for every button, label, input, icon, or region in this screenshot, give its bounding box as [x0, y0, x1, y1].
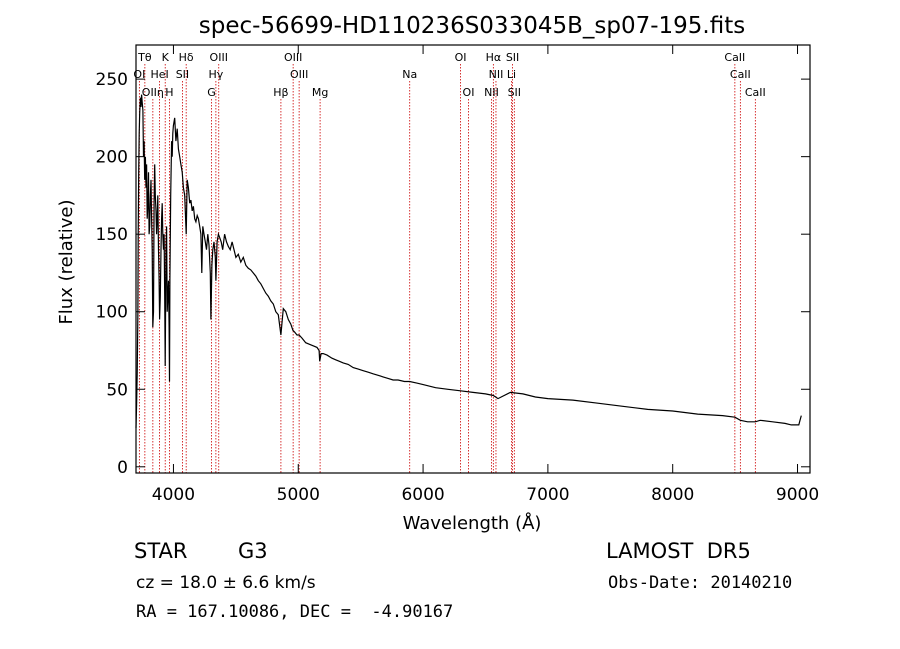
line-marker-labels: Tθ K Hδ OIII OIII OI Hα SII CaII OI HeI SII Hγ OIII Na…	[133, 51, 765, 99]
x-tick-label: 5000	[277, 485, 320, 505]
class-label: STAR	[134, 539, 188, 563]
chart-title: spec-56699-HD110236S033045B_sp07-195.fit…	[199, 13, 745, 39]
y-tick-label: 250	[96, 70, 128, 90]
line-marker-label: Mg	[312, 86, 328, 99]
spectrum-line	[135, 94, 802, 429]
line-marker-label: Li	[507, 68, 516, 81]
obs-date-text: Obs-Date: 20140210	[608, 573, 793, 593]
line-marker-label: OIIη	[142, 86, 164, 99]
line-marker-label: CaII	[730, 68, 751, 81]
line-markers	[138, 64, 756, 473]
line-marker-label: Na	[402, 68, 417, 81]
line-marker-label: G	[207, 86, 216, 99]
line-marker-label: CaII	[745, 86, 766, 99]
line-marker-label: OI	[455, 51, 467, 64]
line-marker-label: Hα	[486, 51, 502, 64]
line-marker-label: OIII	[284, 51, 302, 64]
y-tick-label: 150	[96, 225, 128, 245]
y-tick-label: 200	[96, 148, 128, 168]
line-marker-label: OIII	[210, 51, 228, 64]
x-tick-label: 8000	[651, 485, 694, 505]
subclass-label: G3	[238, 539, 268, 563]
x-tick-label: 4000	[152, 485, 195, 505]
line-marker-label: NII	[489, 68, 504, 81]
plot-frame	[135, 44, 811, 474]
line-marker-label: Hβ	[273, 86, 288, 99]
x-tick-label: 9000	[776, 485, 819, 505]
line-marker-label: OI	[463, 86, 475, 99]
y-tick-label: 100	[96, 303, 128, 323]
x-axis-label: Wavelength (Å)	[403, 512, 542, 534]
x-axis-ticks: 4000 5000 6000 7000 8000 9000	[152, 45, 819, 505]
line-marker-label: CaII	[724, 51, 745, 64]
x-tick-label: 6000	[401, 485, 444, 505]
line-marker-label: OI	[133, 68, 145, 81]
line-marker-label: K	[162, 51, 170, 64]
y-tick-label: 50	[106, 380, 128, 400]
line-marker-label: SII	[508, 86, 521, 99]
line-marker-label: OIII	[290, 68, 308, 81]
survey-label: LAMOST DR5	[606, 539, 751, 563]
line-marker-label: NII	[484, 86, 499, 99]
line-marker-label: Hγ	[208, 68, 223, 81]
line-marker-label: HeI	[150, 68, 168, 81]
y-axis-ticks: 0 50 100 150 200 250	[96, 70, 810, 478]
coordinates-text: RA = 167.10086, DEC = -4.90167	[136, 602, 454, 622]
line-marker-label: Tθ	[137, 51, 152, 64]
line-marker-label: SII	[506, 51, 519, 64]
line-marker-label: Hδ	[179, 51, 194, 64]
y-axis-label: Flux (relative)	[56, 199, 77, 324]
line-marker-label: SII	[176, 68, 189, 81]
redshift-text: cz = 18.0 ± 6.6 km/s	[136, 573, 316, 593]
line-marker-label: H	[165, 86, 173, 99]
y-tick-label: 0	[117, 458, 128, 478]
x-tick-label: 7000	[526, 485, 569, 505]
